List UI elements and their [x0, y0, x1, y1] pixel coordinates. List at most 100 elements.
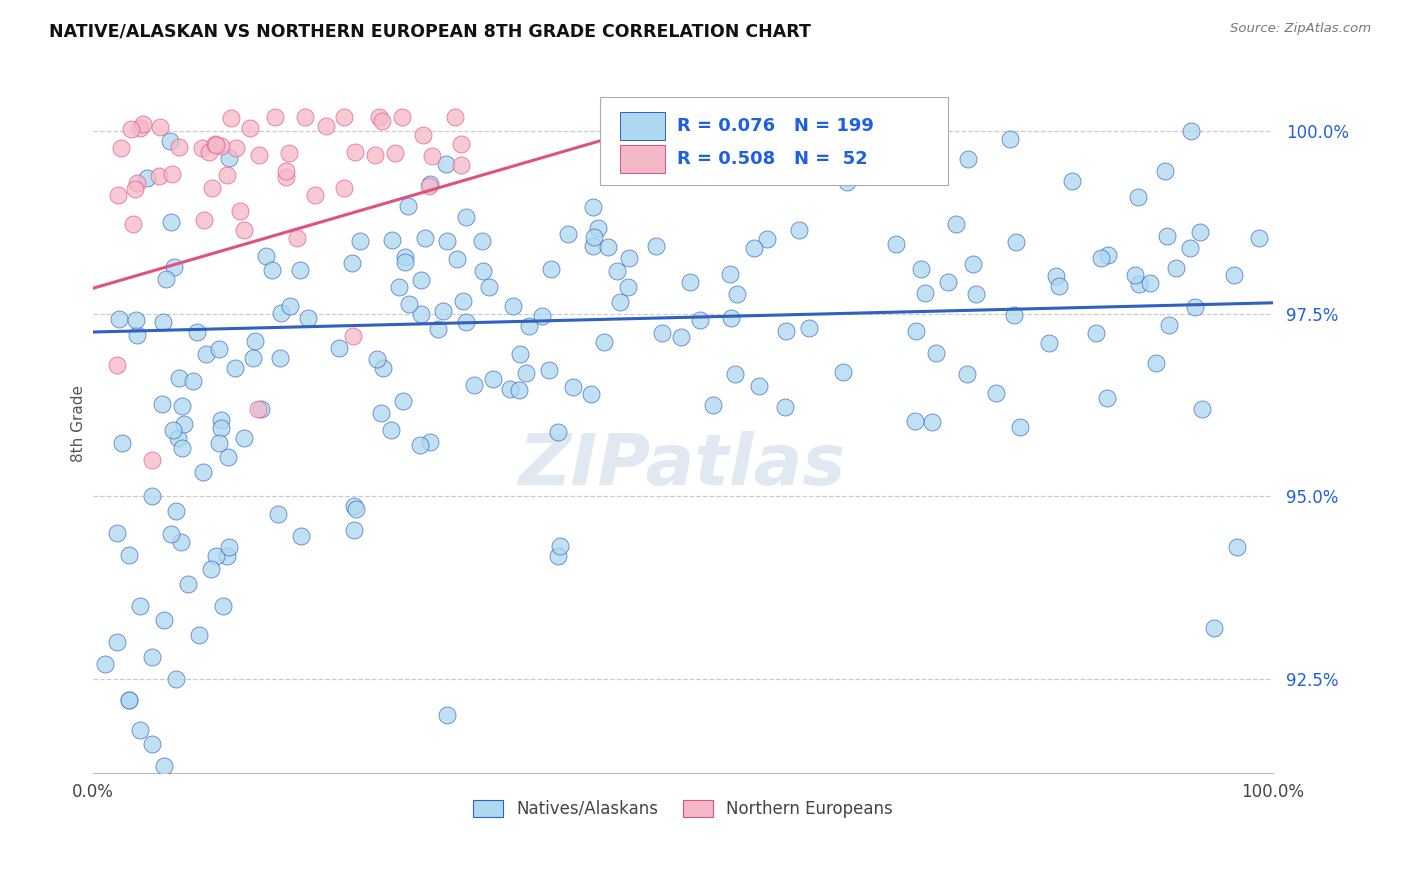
Point [183, 374, 205, 388]
Point [129, 723, 152, 737]
Point [167, 431, 190, 445]
Point [832, 366, 855, 380]
Point [1226, 541, 1249, 555]
Point [280, 299, 302, 313]
Point [1184, 300, 1206, 314]
Point [1060, 174, 1083, 188]
Point [110, 141, 132, 155]
Point [1144, 356, 1167, 370]
Point [107, 312, 129, 326]
Point [125, 313, 148, 327]
Point [264, 110, 287, 124]
Point [247, 148, 270, 162]
Point [274, 170, 297, 185]
Point [1038, 335, 1060, 350]
Point [609, 295, 631, 310]
Point [471, 264, 494, 278]
Point [141, 489, 163, 503]
Point [718, 267, 741, 281]
Point [200, 562, 222, 576]
Point [914, 285, 936, 300]
Point [290, 263, 312, 277]
Point [239, 121, 262, 136]
Point [1085, 326, 1108, 341]
Point [209, 412, 232, 426]
Point [94, 657, 117, 671]
Point [117, 693, 139, 707]
Point [463, 378, 485, 392]
Point [204, 137, 226, 152]
Point [124, 182, 146, 196]
Point [342, 523, 364, 537]
Point [689, 313, 711, 327]
Point [905, 324, 928, 338]
Point [367, 110, 389, 124]
Point [1047, 279, 1070, 293]
Point [1159, 318, 1181, 333]
Point [232, 223, 254, 237]
Point [720, 310, 742, 325]
Point [218, 151, 240, 165]
Point [205, 549, 228, 564]
Point [1002, 308, 1025, 322]
Point [391, 110, 413, 124]
Point [141, 452, 163, 467]
Point [204, 136, 226, 151]
Point [945, 217, 967, 231]
Point [936, 275, 959, 289]
Point [141, 737, 163, 751]
Point [371, 360, 394, 375]
Point [724, 368, 747, 382]
Point [537, 363, 560, 377]
Point [201, 181, 224, 195]
Text: R = 0.076   N = 199: R = 0.076 N = 199 [678, 117, 875, 135]
Point [1164, 261, 1187, 276]
Point [394, 254, 416, 268]
Point [1156, 229, 1178, 244]
Point [207, 436, 229, 450]
Point [221, 111, 243, 125]
Point [702, 398, 724, 412]
Point [188, 628, 211, 642]
Point [962, 257, 984, 271]
Point [224, 361, 246, 376]
Point [152, 314, 174, 328]
Point [412, 128, 434, 142]
Point [153, 613, 176, 627]
Point [370, 406, 392, 420]
Point [148, 169, 170, 183]
Point [333, 110, 356, 124]
Point [212, 599, 235, 613]
Point [153, 759, 176, 773]
Point [315, 119, 337, 133]
Point [606, 264, 628, 278]
Point [162, 423, 184, 437]
Point [515, 366, 537, 380]
Point [645, 239, 668, 253]
Point [1139, 277, 1161, 291]
Point [249, 401, 271, 416]
Point [215, 168, 238, 182]
Point [193, 212, 215, 227]
Point [384, 146, 406, 161]
Point [366, 351, 388, 366]
Point [725, 286, 748, 301]
Point [957, 152, 980, 166]
Text: NATIVE/ALASKAN VS NORTHERN EUROPEAN 8TH GRADE CORRELATION CHART: NATIVE/ALASKAN VS NORTHERN EUROPEAN 8TH … [49, 22, 811, 40]
FancyBboxPatch shape [620, 145, 665, 173]
Point [582, 230, 605, 244]
Point [218, 540, 240, 554]
Point [172, 399, 194, 413]
Y-axis label: 8th Grade: 8th Grade [72, 384, 86, 462]
Point [186, 326, 208, 340]
Point [117, 693, 139, 707]
Point [419, 177, 441, 191]
Point [274, 164, 297, 178]
Point [193, 465, 215, 479]
Point [838, 146, 860, 161]
Point [344, 501, 367, 516]
Point [1154, 164, 1177, 178]
Point [444, 110, 467, 124]
Point [742, 241, 765, 255]
FancyBboxPatch shape [600, 97, 948, 185]
